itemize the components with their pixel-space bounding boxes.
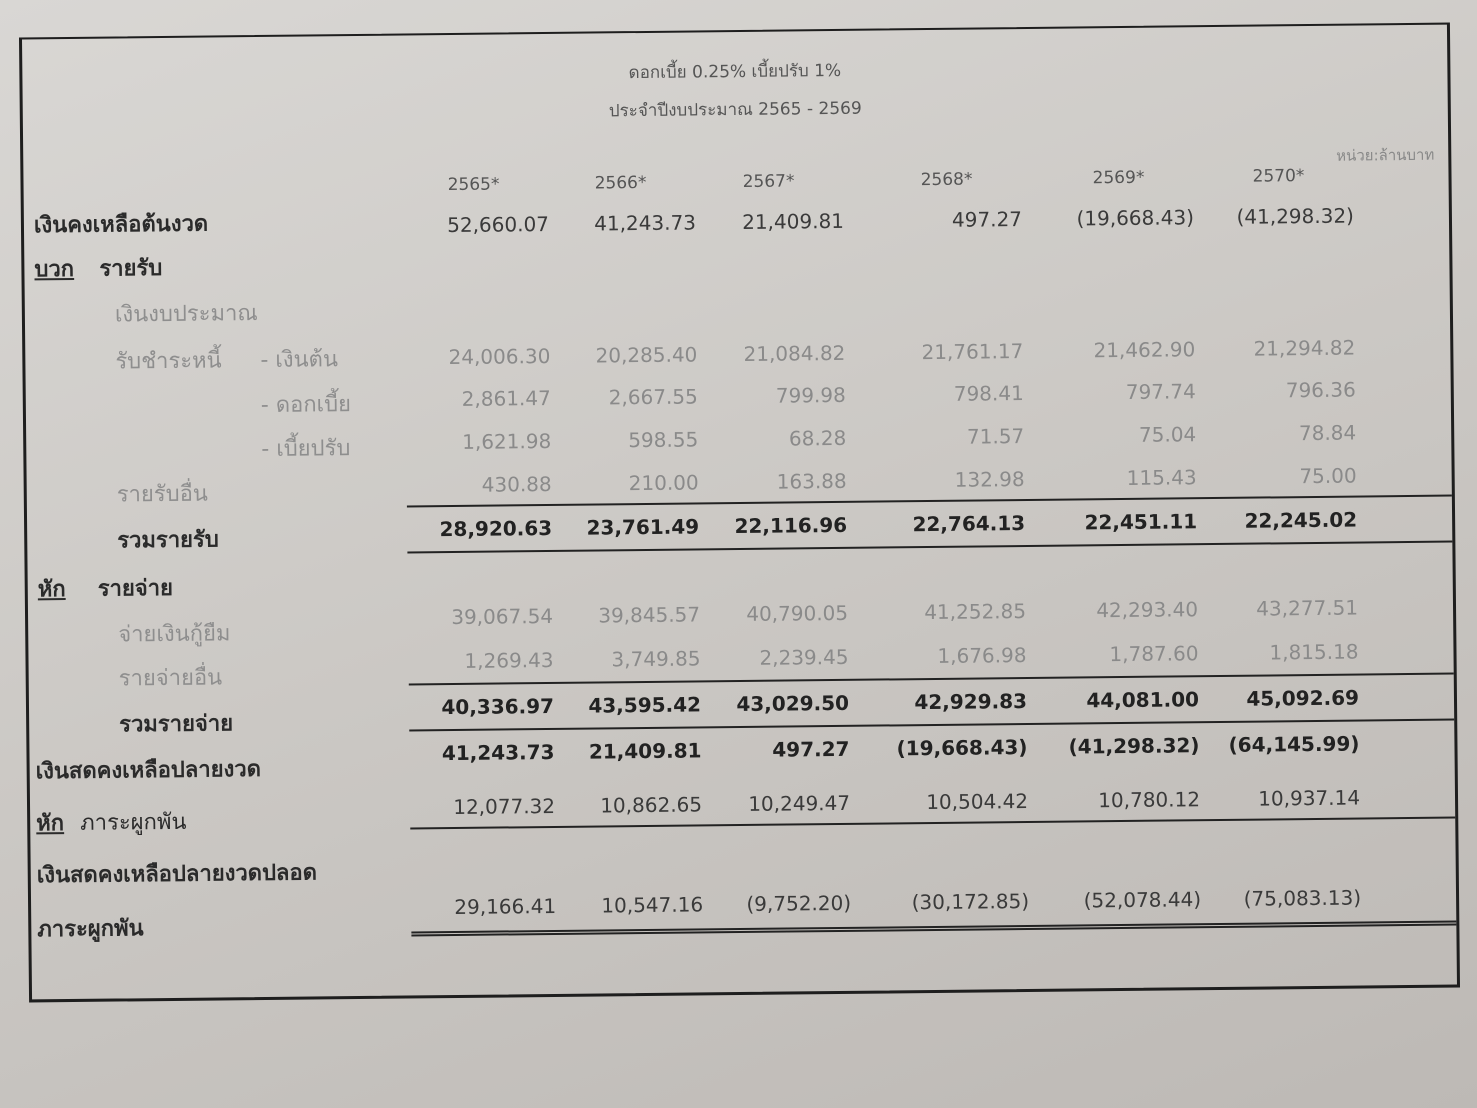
- cell-2565: 24,006.30: [448, 343, 551, 370]
- cell-2570: 796.36: [1285, 377, 1356, 403]
- cell-2568: 132.98: [954, 467, 1025, 492]
- cell-2569: (52,078.44): [1083, 887, 1202, 913]
- cell-2570: 1,815.18: [1269, 639, 1359, 665]
- label-plus: บวก: [34, 256, 75, 283]
- label-final-1: เงินสดคงเหลือปลายงวดปลอด: [36, 860, 318, 889]
- cell-2566: 3,749.85: [611, 646, 701, 672]
- label-income: รายรับ: [99, 256, 163, 282]
- cell-2570: (64,145.99): [1228, 731, 1360, 757]
- document-sheet: ดอกเบี้ย 0.25% เบี้ยปรับ 1% ประจำปีงบประ…: [18, 22, 1461, 1003]
- cell-2568: 21,761.17: [921, 339, 1024, 365]
- label-expense: รายจ่าย: [97, 575, 174, 602]
- cell-2567: 40,790.05: [746, 600, 849, 626]
- cell-2569: (19,668.43): [1076, 205, 1195, 231]
- cell-2568: 71.57: [966, 424, 1025, 449]
- cell-2570: 43,277.51: [1256, 595, 1359, 621]
- cell-2566: 21,409.81: [588, 738, 702, 764]
- cell-2567: 21,084.82: [743, 340, 846, 366]
- cell-2570: 75.00: [1299, 463, 1357, 489]
- cell-2569: 75.04: [1138, 422, 1197, 447]
- cell-2566: 10,862.65: [600, 792, 703, 818]
- cell-2569: 22,451.11: [1084, 509, 1198, 535]
- cell-2566: 23,761.49: [586, 514, 700, 540]
- cell-2565: 2565*: [447, 174, 500, 196]
- year-header-row: 2565* 2566* 2567* 2568* 2569* 2570*: [23, 165, 1448, 210]
- cell-2570: (41,298.32): [1236, 203, 1355, 229]
- cell-2568: 798.41: [953, 381, 1024, 406]
- cell-2567: (9,752.20): [746, 890, 852, 916]
- cell-2566: 2,667.55: [608, 384, 698, 410]
- cell-2565: 1,621.98: [462, 428, 552, 454]
- cell-2569: 44,081.00: [1086, 687, 1200, 713]
- cell-2569: 115.43: [1126, 465, 1197, 490]
- cell-2568: (19,668.43): [896, 734, 1028, 761]
- row-loan-pay: 39,067.54 39,845.57 40,790.05 41,252.85 42,2…: [28, 595, 1453, 640]
- row-fine: 1,621.98 598.55 68.28 71.57 75.04 78.84: [26, 420, 1451, 465]
- cell-2569: 2569*: [1092, 167, 1145, 189]
- label-budget: เงินงบประมาณ: [114, 301, 258, 328]
- cell-2567: 2567*: [742, 171, 795, 192]
- row-principal: 24,006.30 20,285.40 21,084.82 21,761.17 21,4…: [25, 335, 1450, 380]
- cell-2568: 497.27: [951, 207, 1023, 232]
- cell-2568: 2568*: [920, 169, 973, 191]
- cell-2569: (41,298.32): [1068, 733, 1200, 759]
- cell-2570: 10,937.14: [1258, 785, 1361, 811]
- cell-2569: 21,462.90: [1093, 337, 1196, 363]
- cell-2566: 598.55: [628, 427, 699, 453]
- cell-2568: 41,252.85: [924, 599, 1027, 625]
- cell-2566: 39,845.57: [598, 602, 701, 628]
- cell-2566: 41,243.73: [594, 210, 697, 236]
- cell-2567: 163.88: [776, 468, 847, 494]
- cell-2567: 497.27: [772, 736, 850, 762]
- cell-2570: 78.84: [1298, 420, 1357, 446]
- doc-subtitle: ประจำปีงบประมาณ 2565 - 2569: [608, 98, 862, 122]
- cell-2568: (30,172.85): [911, 888, 1030, 915]
- cell-2565: 29,166.41: [454, 893, 557, 920]
- cell-2566: 2566*: [594, 172, 647, 194]
- cell-2565: 52,660.07: [447, 211, 550, 238]
- cell-2569: 797.74: [1125, 379, 1196, 404]
- row-other-income: 430.88 210.00 163.88 132.98 115.43 75.00: [27, 463, 1452, 508]
- cell-2567: 799.98: [775, 382, 846, 408]
- cell-2568: 42,929.83: [914, 689, 1028, 715]
- cell-2569: 10,780.12: [1098, 787, 1201, 813]
- cell-2570: (75,083.13): [1243, 885, 1362, 911]
- cell-2567: 10,249.47: [748, 790, 851, 816]
- doc-title: ดอกเบี้ย 0.25% เบี้ยปรับ 1%: [628, 60, 842, 84]
- row-opening: 52,660.07 41,243.73 21,409.81 497.27 (19,668…: [24, 203, 1449, 248]
- cell-2569: 1,787.60: [1109, 641, 1199, 667]
- cell-2566: 210.00: [628, 470, 699, 496]
- cell-2565: 28,920.63: [439, 515, 553, 542]
- cell-2566: 43,595.42: [588, 692, 702, 718]
- cell-2565: 430.88: [481, 471, 552, 497]
- cell-2570: 21,294.82: [1253, 335, 1356, 361]
- cell-2565: 39,067.54: [451, 603, 554, 630]
- cell-2567: 43,029.50: [736, 690, 850, 717]
- cell-2567: 68.28: [788, 425, 847, 451]
- cell-2568: 22,764.13: [912, 511, 1026, 537]
- cell-2567: 2,239.45: [759, 644, 849, 670]
- cell-2570: 22,245.02: [1244, 507, 1358, 533]
- cell-2565: 1,269.43: [464, 647, 554, 673]
- cell-2566: 10,547.16: [601, 892, 704, 918]
- cell-2567: 22,116.96: [734, 512, 848, 539]
- cell-2567: 21,409.81: [742, 208, 845, 234]
- row-closing-cash: 41,243.73 21,409.81 497.27 (19,668.43) (41,2…: [29, 731, 1454, 776]
- cell-2565: 41,243.73: [441, 739, 555, 766]
- cell-2568: 10,504.42: [926, 788, 1029, 815]
- cell-2565: 2,861.47: [461, 385, 551, 411]
- label-minus: หัก: [37, 577, 66, 603]
- row-interest: 2,861.47 2,667.55 799.98 798.41 797.74 796.36: [26, 377, 1451, 422]
- row-obligation: 12,077.32 10,862.65 10,249.47 10,504.42 10,7…: [30, 785, 1455, 830]
- cell-2568: 1,676.98: [937, 643, 1027, 668]
- cell-2566: 20,285.40: [595, 342, 698, 368]
- cell-2565: 40,336.97: [441, 693, 555, 720]
- cell-2570: 45,092.69: [1246, 685, 1360, 711]
- cell-2565: 12,077.32: [453, 793, 556, 820]
- cell-2570: 2570*: [1252, 166, 1305, 187]
- cell-2569: 42,293.40: [1096, 597, 1199, 623]
